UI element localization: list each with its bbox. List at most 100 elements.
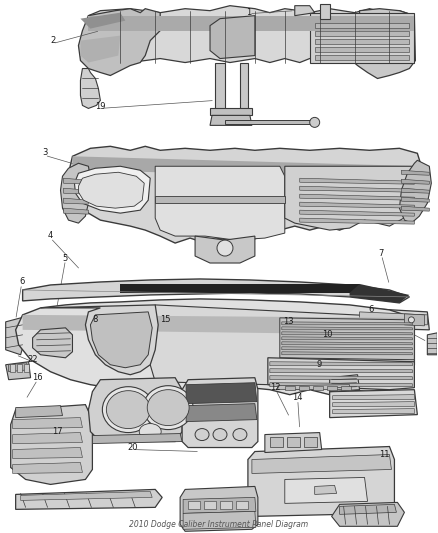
Polygon shape — [268, 358, 414, 390]
Polygon shape — [401, 170, 429, 175]
Polygon shape — [183, 497, 256, 513]
Polygon shape — [401, 206, 429, 211]
Polygon shape — [270, 383, 413, 386]
Polygon shape — [248, 447, 395, 516]
Polygon shape — [210, 116, 252, 125]
Text: 7: 7 — [379, 248, 384, 257]
Polygon shape — [16, 299, 414, 394]
Polygon shape — [300, 218, 414, 224]
Text: 6: 6 — [19, 278, 25, 286]
Polygon shape — [16, 406, 63, 417]
Polygon shape — [41, 305, 158, 375]
Polygon shape — [401, 188, 429, 193]
Ellipse shape — [139, 424, 161, 440]
Text: 15: 15 — [160, 316, 170, 325]
Text: 14: 14 — [293, 393, 303, 402]
Polygon shape — [332, 394, 414, 400]
Polygon shape — [64, 188, 88, 194]
Polygon shape — [17, 364, 21, 372]
Ellipse shape — [233, 429, 247, 441]
Text: 17: 17 — [52, 427, 63, 436]
Polygon shape — [155, 196, 285, 203]
Polygon shape — [60, 163, 90, 223]
Polygon shape — [64, 208, 88, 214]
Polygon shape — [64, 178, 88, 184]
Text: 20: 20 — [127, 443, 138, 452]
Ellipse shape — [102, 386, 154, 433]
Polygon shape — [357, 308, 429, 330]
Polygon shape — [300, 210, 414, 216]
Polygon shape — [186, 383, 257, 403]
Text: 22: 22 — [27, 356, 38, 364]
Polygon shape — [150, 305, 414, 390]
Polygon shape — [88, 378, 182, 441]
Polygon shape — [13, 463, 82, 473]
Polygon shape — [332, 402, 414, 407]
Ellipse shape — [143, 386, 193, 430]
Polygon shape — [155, 166, 285, 240]
Polygon shape — [348, 9, 415, 78]
Polygon shape — [188, 502, 200, 510]
Polygon shape — [285, 386, 295, 390]
Polygon shape — [78, 172, 144, 208]
Polygon shape — [341, 386, 350, 390]
Polygon shape — [360, 312, 427, 325]
Polygon shape — [399, 160, 431, 223]
Text: 11: 11 — [379, 450, 390, 459]
Text: 16: 16 — [32, 373, 43, 382]
Polygon shape — [32, 328, 72, 358]
Polygon shape — [282, 342, 413, 345]
Polygon shape — [280, 318, 414, 360]
Polygon shape — [16, 489, 162, 510]
Polygon shape — [88, 6, 414, 62]
Polygon shape — [120, 284, 360, 293]
Polygon shape — [210, 15, 255, 59]
Polygon shape — [299, 386, 309, 390]
Polygon shape — [265, 433, 321, 453]
Text: 9: 9 — [316, 360, 321, 369]
Polygon shape — [278, 385, 350, 390]
Polygon shape — [282, 347, 413, 350]
Polygon shape — [282, 322, 413, 325]
Polygon shape — [285, 166, 421, 230]
Polygon shape — [6, 362, 31, 379]
Polygon shape — [330, 375, 360, 392]
Polygon shape — [180, 487, 258, 531]
Circle shape — [310, 117, 320, 127]
Text: 13: 13 — [283, 317, 294, 326]
Polygon shape — [300, 194, 414, 200]
Polygon shape — [285, 478, 367, 503]
Polygon shape — [24, 364, 28, 372]
Polygon shape — [183, 511, 256, 529]
Polygon shape — [64, 198, 88, 204]
Polygon shape — [252, 455, 392, 473]
Polygon shape — [78, 9, 160, 76]
Polygon shape — [68, 147, 421, 243]
Polygon shape — [314, 22, 410, 28]
Polygon shape — [304, 437, 317, 447]
Text: 19: 19 — [95, 102, 106, 111]
Ellipse shape — [195, 429, 209, 441]
Circle shape — [217, 240, 233, 256]
Polygon shape — [72, 156, 421, 178]
Polygon shape — [427, 333, 437, 355]
Polygon shape — [186, 403, 257, 422]
Text: 2: 2 — [50, 36, 55, 45]
Polygon shape — [13, 417, 82, 429]
Polygon shape — [225, 120, 310, 124]
Polygon shape — [220, 502, 232, 510]
Polygon shape — [332, 409, 414, 414]
Polygon shape — [11, 405, 92, 484]
Polygon shape — [88, 15, 414, 30]
Polygon shape — [270, 437, 283, 447]
Polygon shape — [314, 30, 410, 36]
Polygon shape — [314, 46, 410, 52]
Polygon shape — [215, 62, 225, 110]
Polygon shape — [332, 503, 404, 526]
Text: 4: 4 — [48, 231, 53, 239]
Ellipse shape — [147, 390, 189, 425]
Polygon shape — [270, 369, 413, 373]
Polygon shape — [330, 390, 417, 417]
Polygon shape — [81, 36, 120, 62]
Polygon shape — [23, 315, 414, 335]
